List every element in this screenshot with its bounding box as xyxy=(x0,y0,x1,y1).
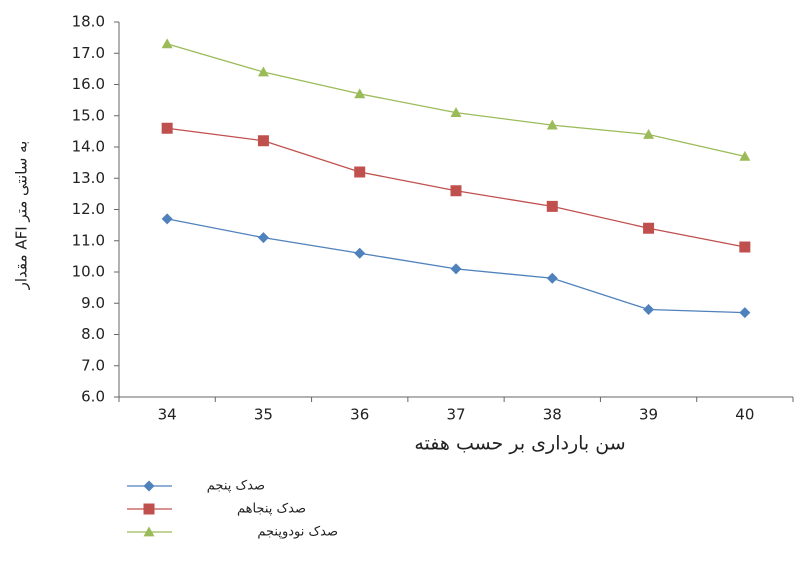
point xyxy=(546,272,558,284)
legend-marker xyxy=(143,480,155,492)
point xyxy=(643,129,655,139)
y-tick-label: 9.0 xyxy=(81,294,105,312)
x-tick-label: 37 xyxy=(446,406,465,424)
x-tick-label: 40 xyxy=(735,406,754,424)
y-axis-title: مقدار AFI به سانتی متر xyxy=(13,141,31,291)
legend-marker xyxy=(143,526,155,537)
y-tick-label: 12.0 xyxy=(72,200,105,218)
x-axis-title: سن بارداری بر حسب هفته xyxy=(414,433,625,455)
y-tick-label: 13.0 xyxy=(72,169,105,187)
legend-label: صدک نودوپنجم xyxy=(257,525,338,540)
y-tick-label: 17.0 xyxy=(72,44,105,62)
legend-label: صدک پنجاهم xyxy=(237,502,306,517)
point xyxy=(450,107,462,118)
y-tick-label: 7.0 xyxy=(81,356,105,374)
point xyxy=(257,232,269,244)
point xyxy=(257,135,269,147)
legend-label: صدک پنجم xyxy=(207,479,265,494)
point xyxy=(161,213,173,225)
x-tick-label: 39 xyxy=(639,406,658,424)
y-tick-label: 10.0 xyxy=(72,263,105,281)
point xyxy=(739,241,751,253)
y-tick-label: 16.0 xyxy=(72,75,105,93)
x-tick-label: 38 xyxy=(543,406,562,424)
point xyxy=(643,222,655,234)
x-tick-label: 34 xyxy=(158,406,177,424)
y-tick-label: 15.0 xyxy=(72,106,105,124)
point xyxy=(354,88,366,99)
x-tick-label: 35 xyxy=(254,406,273,424)
point xyxy=(739,307,751,319)
point xyxy=(739,150,751,161)
point xyxy=(257,66,269,77)
point xyxy=(354,166,366,178)
point xyxy=(354,247,366,259)
x-tick-label: 36 xyxy=(350,406,369,424)
y-tick-label: 6.0 xyxy=(81,388,105,406)
point xyxy=(450,263,462,275)
point xyxy=(643,304,655,315)
y-tick-label: 14.0 xyxy=(72,138,105,156)
legend-marker xyxy=(143,503,155,515)
point xyxy=(161,122,173,134)
point xyxy=(161,38,173,49)
y-tick-label: 8.0 xyxy=(81,325,105,343)
y-tick-label: 11.0 xyxy=(72,231,105,249)
point xyxy=(546,200,558,212)
point xyxy=(450,185,462,197)
point xyxy=(546,119,558,130)
y-tick-label: 18.0 xyxy=(72,13,105,31)
